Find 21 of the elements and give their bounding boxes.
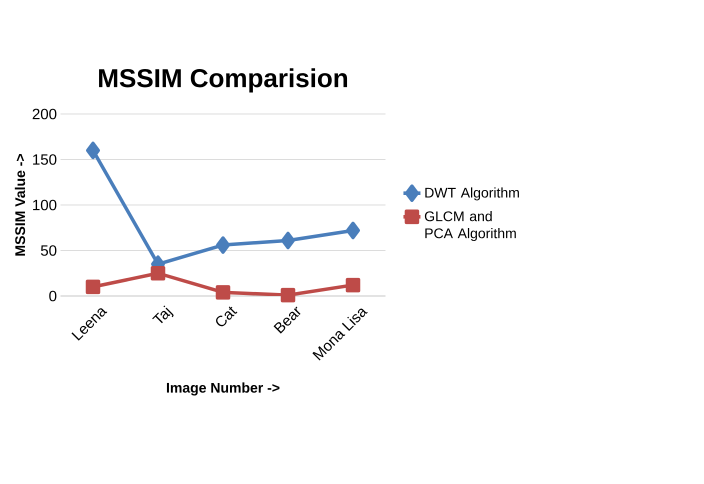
point [216,236,230,254]
x-tick-label: Cat [216,306,238,326]
y-tick-label: 50 [40,245,56,256]
chart-title: MSSIM Comparision [99,68,348,92]
y-tick-label: 200 [32,108,56,120]
y-tick-label: 0 [49,290,56,302]
point [150,266,166,280]
legend-label: GLCM and PCA Algorithm [424,210,516,242]
x-tick-label: Taj [152,305,174,324]
point [346,222,360,240]
point [346,278,360,292]
y-axis-title: MSSIM Value -> [14,154,26,256]
point [86,142,100,160]
x-axis-title: Image Number -> [166,382,280,396]
point [281,232,296,250]
point [216,285,230,300]
point [86,280,100,294]
point [280,288,296,302]
y-tick-label: 150 [33,154,56,165]
legend-label: DWT Algorithm [425,187,519,200]
y-tick-label: 100 [33,200,56,210]
